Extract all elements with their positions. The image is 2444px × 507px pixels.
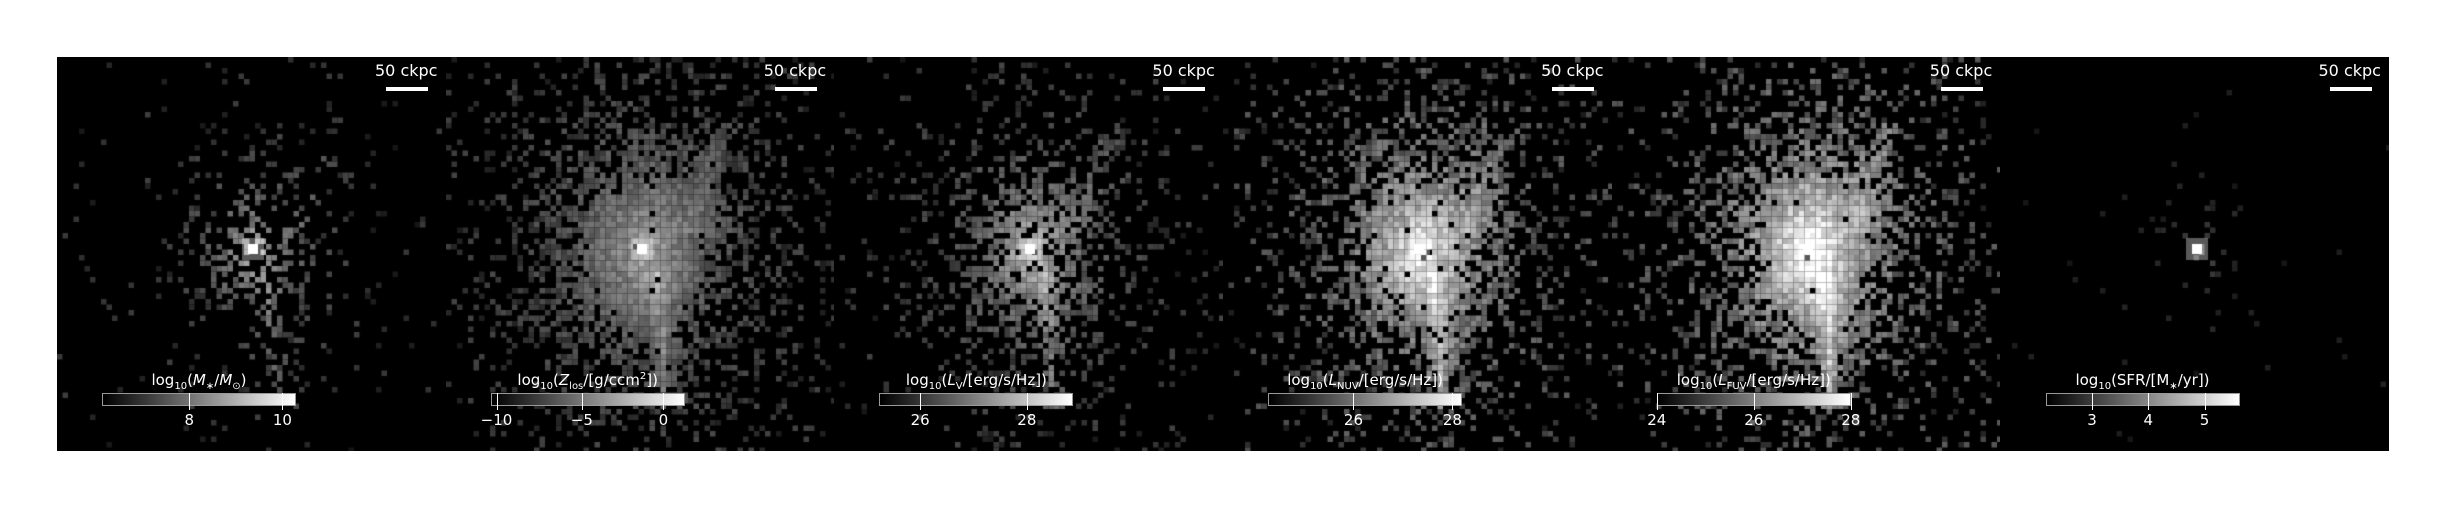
scalebar-line <box>386 87 428 91</box>
map-panel-lum-nuv: 50 ckpc log10(LNUV/[erg/s/Hz]) 26 28 <box>1223 57 1612 451</box>
colorbar-tick-label: 28 <box>1442 411 1462 429</box>
colorbar-tick-label: 10 <box>272 411 292 429</box>
galaxy-map-image <box>1611 57 2001 451</box>
colorbar-tick-label: 5 <box>2199 411 2210 429</box>
colorbar-label: log10(M∗/M⊙) <box>151 371 247 392</box>
scalebar-label: 50 ckpc <box>1929 61 1993 80</box>
colorbar-tick-label: 0 <box>658 411 669 429</box>
scalebar-line <box>774 87 817 91</box>
colorbar-label: log10(LNUV/[erg/s/Hz]) <box>1287 371 1443 392</box>
galaxy-map-image <box>2000 57 2390 451</box>
colorbar-tick <box>1353 393 1355 410</box>
colorbar-tick <box>2148 393 2150 410</box>
colorbar-tick-label: 28 <box>1017 411 1037 429</box>
colorbar-tick <box>920 393 922 410</box>
map-panel-sfr: 50 ckpc log10(SFR/[M∗/yr]) 3 4 5 <box>2000 57 2390 451</box>
galaxy-map-image <box>1223 57 1612 451</box>
colorbar-tick-label: 24 <box>1647 411 1667 429</box>
colorbar-tick <box>1656 393 1658 410</box>
scalebar-line <box>1940 87 1983 91</box>
colorbar <box>2045 393 2240 406</box>
scalebar-line <box>2329 87 2372 91</box>
scalebar-label: 50 ckpc <box>763 61 827 80</box>
colorbar-label: log10(LFUV/[erg/s/Hz]) <box>1676 371 1831 392</box>
colorbar-tick-label: −5 <box>570 411 593 429</box>
colorbar-tick-label: 28 <box>1841 411 1861 429</box>
colorbar-tick-label: 4 <box>2143 411 2154 429</box>
figure-strip: 50 ckpc log10(M∗/M⊙) 8 10 50 ckpc log10(Zlos/… <box>57 57 2390 451</box>
colorbar <box>879 393 1074 406</box>
colorbar-tick <box>1452 393 1454 410</box>
colorbar-tick-label: 26 <box>1343 411 1363 429</box>
galaxy-map-image <box>57 57 446 451</box>
colorbar-tick-label: 8 <box>184 411 195 429</box>
galaxy-map-image <box>834 57 1224 451</box>
scalebar-label: 50 ckpc <box>1152 61 1215 80</box>
colorbar-tick <box>1850 393 1852 410</box>
colorbar-tick-label: 26 <box>1744 411 1764 429</box>
colorbar-tick <box>282 393 284 410</box>
scalebar-line <box>1552 87 1595 91</box>
colorbar-label: log10(SFR/[M∗/yr]) <box>2075 371 2210 392</box>
colorbar-tick-label: −10 <box>480 411 513 429</box>
colorbar-tick <box>1026 393 1028 410</box>
colorbar <box>102 393 296 406</box>
map-panel-stellar-mass: 50 ckpc log10(M∗/M⊙) 8 10 <box>57 57 446 451</box>
scalebar-label: 50 ckpc <box>2318 61 2381 80</box>
colorbar-tick <box>496 393 498 410</box>
galaxy-map-image <box>445 57 835 451</box>
map-panel-lum-fuv: 50 ckpc log10(LFUV/[erg/s/Hz]) 24 26 28 <box>1611 57 2001 451</box>
colorbar-tick <box>1753 393 1755 410</box>
colorbar-tick <box>189 393 191 410</box>
colorbar <box>1268 393 1463 406</box>
scalebar-label: 50 ckpc <box>1541 61 1604 80</box>
scalebar-line <box>1163 87 1206 91</box>
colorbar <box>490 393 685 406</box>
colorbar-tick-label: 3 <box>2087 411 2097 429</box>
colorbar-tick-label: 26 <box>910 411 930 429</box>
colorbar-label: log10(Zlos/[g/ccm2]) <box>517 371 658 392</box>
map-panel-metallicity: 50 ckpc log10(Zlos/[g/ccm2]) −10 −5 0 <box>445 57 835 451</box>
colorbar-tick <box>581 393 583 410</box>
colorbar-tick <box>2092 393 2094 410</box>
colorbar-tick <box>2204 393 2206 410</box>
scalebar-label: 50 ckpc <box>375 61 438 80</box>
map-panel-lum-v: 50 ckpc log10(LV/[erg/s/Hz]) 26 28 <box>834 57 1224 451</box>
colorbar-label: log10(LV/[erg/s/Hz]) <box>905 371 1047 392</box>
colorbar-tick <box>663 393 665 410</box>
